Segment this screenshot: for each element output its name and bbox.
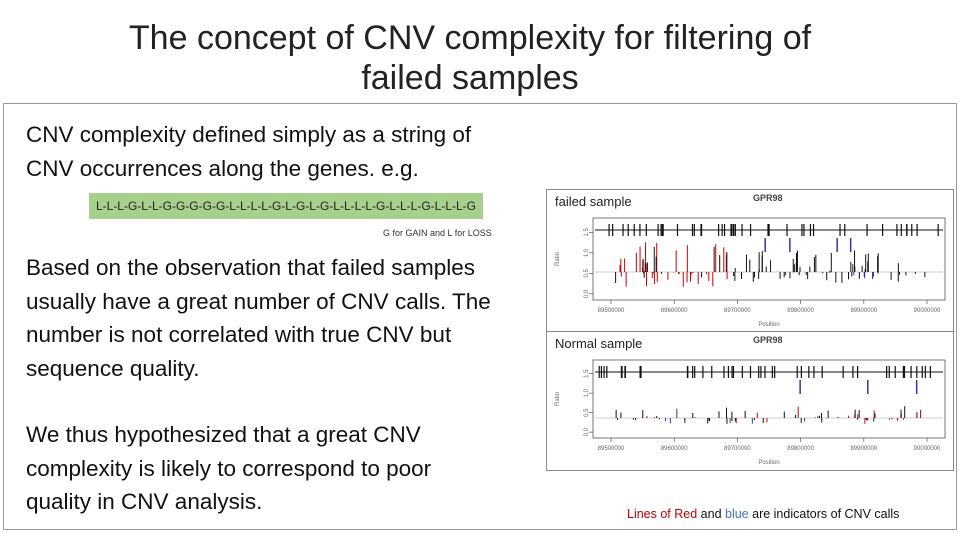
text-line: usually have a great number of CNV calls…: [26, 288, 491, 314]
y-tick-label: 0.5: [584, 408, 590, 417]
gene-name-label: GPR98: [753, 193, 783, 203]
y-tick-label: 0.5: [584, 269, 590, 278]
normal-plot-svg: 0.0 0.5 1.0 1.5 Ratio 89500000 89600000 8970000…: [555, 359, 946, 466]
x-axis-label: Position: [758, 460, 779, 466]
y-axis-label: Ratio: [555, 251, 561, 266]
x-tick-label: 89700000: [724, 446, 751, 452]
text-line: number is not correlated with true CNV b…: [26, 322, 452, 347]
gain-loss-legend: G for GAIN and L for LOSS: [383, 228, 492, 238]
y-tick-label: 0.0: [584, 289, 590, 298]
hypothesis-text: We thus hypothesized that a great CNV co…: [26, 418, 526, 519]
y-tick-label: 1.5: [584, 369, 590, 378]
footer-and-text: and: [697, 507, 725, 521]
title-line-2: failed samples: [361, 59, 579, 97]
y-tick-label: 1.0: [584, 248, 590, 257]
x-tick-label: 89800000: [787, 446, 814, 452]
text-line: We thus hypothesized that a great CNV: [26, 422, 421, 447]
text-line: CNV complexity defined simply as a strin…: [26, 122, 472, 147]
text-line: sequence quality.: [26, 355, 200, 381]
x-tick-label: 89600000: [661, 308, 688, 314]
footer-blue-text: blue: [725, 507, 749, 521]
x-tick-label: 89800000: [787, 308, 814, 314]
text-line: Based on the observation that failed sam…: [26, 255, 476, 280]
normal-sample-plot: 0.0 0.5 1.0 1.5 Ratio 89500000 89600000 8970000…: [546, 331, 954, 471]
failed-sample-plot: 0.0 0.5 1.0 1.5 Ratio 89500000 89600000 8970000…: [546, 189, 954, 333]
slide-title: The concept of CNV complexity for filter…: [60, 18, 880, 98]
x-tick-label: 89500000: [598, 446, 625, 452]
text-line: complexity is likely to correspond to po…: [26, 455, 432, 481]
text-line: CNV occurrences along the genes. e.g.: [26, 155, 419, 181]
x-tick-label: 90000000: [914, 308, 941, 314]
footer-red-text: Lines of Red: [627, 507, 698, 521]
x-tick-label: 89900000: [850, 446, 877, 452]
gene-name-label: GPR98: [753, 335, 783, 345]
y-tick-label: 1.5: [584, 228, 590, 237]
x-axis-label: Position: [758, 322, 779, 328]
x-tick-label: 89900000: [850, 308, 877, 314]
plot-area: [592, 359, 946, 439]
y-tick-label: 1.0: [584, 388, 590, 397]
x-tick-label: 89700000: [724, 308, 751, 314]
x-tick-label: 90000000: [914, 446, 941, 452]
cnv-string-example: L-L-L-G-L-L-G-G-G-G-G-L-L-L-L-G-L-G-L-G-…: [89, 193, 483, 219]
x-tick-label: 89600000: [661, 446, 688, 452]
title-line-1: The concept of CNV complexity for filter…: [128, 19, 812, 57]
observation-text: Based on the observation that failed sam…: [26, 251, 556, 385]
normal-sample-label: Normal sample: [555, 336, 643, 351]
plot-area: [592, 217, 946, 301]
failed-plot-svg: 0.0 0.5 1.0 1.5 Ratio 89500000 89600000 8970000…: [555, 217, 946, 328]
footer-rest-text: are indicators of CNV calls: [748, 507, 900, 521]
content-frame: [3, 103, 957, 530]
cnv-indicator-note: Lines of Red and blue are indicators of …: [627, 507, 899, 521]
text-line: quality in CNV analysis.: [26, 489, 263, 514]
y-tick-label: 0.0: [584, 427, 590, 436]
complexity-definition-text: CNV complexity defined simply as a strin…: [26, 118, 546, 185]
x-tick-label: 89500000: [598, 308, 625, 314]
failed-sample-label: failed sample: [555, 194, 632, 209]
y-axis-label: Ratio: [555, 391, 561, 406]
